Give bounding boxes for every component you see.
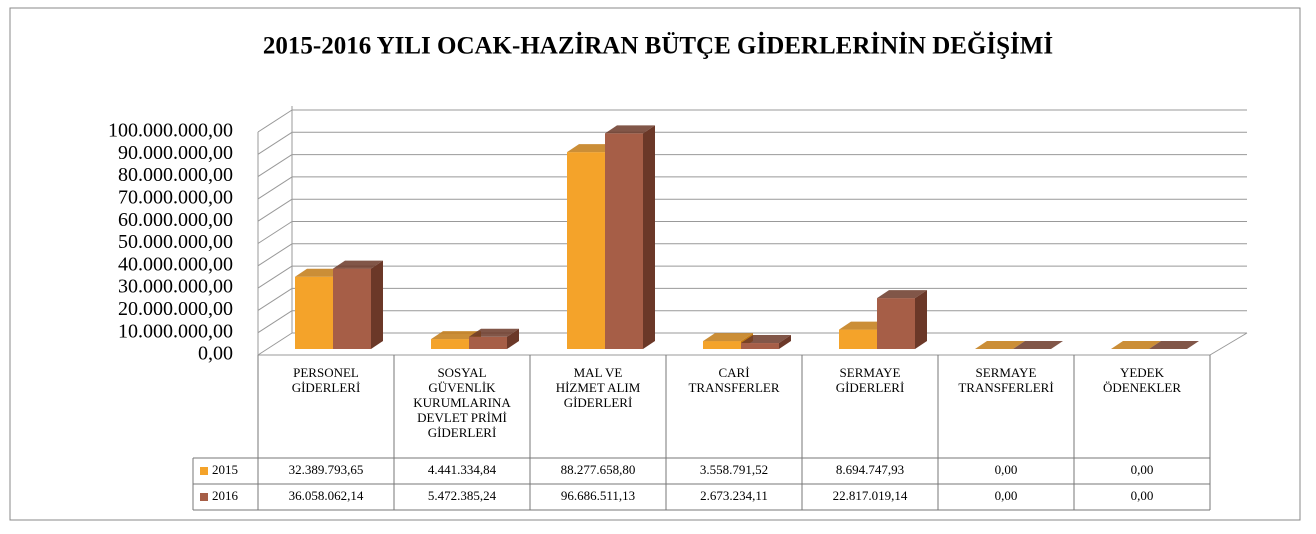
legend-label: 2016 bbox=[212, 488, 239, 503]
bar-front bbox=[431, 339, 469, 349]
y-tick-label: 70.000.000,00 bbox=[118, 186, 233, 208]
y-tick-label: 80.000.000,00 bbox=[118, 164, 233, 186]
y-tick-label: 30.000.000,00 bbox=[118, 276, 233, 298]
table-value: 2.673.234,11 bbox=[700, 488, 768, 503]
bar-side bbox=[371, 260, 383, 349]
category-label: SERMAYE TRANSFERLERİ bbox=[958, 365, 1054, 395]
bar bbox=[605, 125, 655, 349]
bar-top bbox=[1111, 341, 1161, 349]
table-value: 0,00 bbox=[995, 488, 1018, 503]
chart-frame bbox=[9, 7, 1301, 521]
bar-side bbox=[507, 328, 519, 349]
table-value: 8.694.747,93 bbox=[836, 462, 904, 477]
y-tick-label: 50.000.000,00 bbox=[118, 231, 233, 253]
grid-line bbox=[257, 332, 293, 356]
bar-front bbox=[295, 276, 333, 349]
bar-top bbox=[567, 144, 617, 153]
bar-front bbox=[333, 268, 371, 349]
grid-line bbox=[257, 265, 293, 289]
grid-line bbox=[257, 243, 293, 267]
table-value: 0,00 bbox=[1131, 488, 1154, 503]
bar-top bbox=[333, 260, 383, 269]
grid-line bbox=[257, 154, 293, 178]
table-value: 0,00 bbox=[995, 462, 1018, 477]
category-label: SERMAYE GİDERLERİ bbox=[835, 365, 905, 395]
bar-top bbox=[839, 321, 889, 330]
bar-front bbox=[703, 341, 741, 349]
y-tick-label: 20.000.000,00 bbox=[118, 298, 233, 320]
y-tick-label: 40.000.000,00 bbox=[118, 253, 233, 275]
grid-line bbox=[257, 109, 293, 133]
bar-top bbox=[1013, 341, 1063, 349]
bar bbox=[1111, 341, 1161, 349]
bar-top bbox=[431, 331, 481, 340]
bar bbox=[469, 328, 519, 349]
bar-top bbox=[741, 335, 791, 344]
y-tick-label: 100.000.000,00 bbox=[108, 120, 233, 142]
grid-line bbox=[257, 310, 293, 334]
category-label: PERSONEL GİDERLERİ bbox=[291, 365, 361, 395]
y-tick-label: 90.000.000,00 bbox=[118, 142, 233, 164]
category-label: YEDEK ÖDENEKLER bbox=[1103, 365, 1181, 395]
bar bbox=[877, 290, 927, 349]
table-value: 88.277.658,80 bbox=[561, 462, 636, 477]
table-value: 96.686.511,13 bbox=[561, 488, 635, 503]
bar-top bbox=[469, 328, 519, 337]
bar bbox=[1149, 341, 1199, 349]
bar-front bbox=[839, 329, 877, 349]
bar-top bbox=[295, 268, 345, 277]
bar-top bbox=[877, 290, 927, 299]
bar bbox=[975, 341, 1025, 349]
grid-line bbox=[257, 221, 293, 244]
table-value: 4.441.334,84 bbox=[428, 462, 497, 477]
category-label: CARİ TRANSFERLER bbox=[688, 365, 780, 395]
category-label: MAL VE HİZMET ALIM GİDERLERİ bbox=[555, 365, 641, 410]
bar bbox=[741, 335, 791, 349]
bar bbox=[333, 260, 383, 349]
chart-title: 2015-2016 YILI OCAK-HAZİRAN BÜTÇE GİDERL… bbox=[263, 31, 1053, 60]
category-label: SOSYAL GÜVENLİK KURUMLARINA DEVLET PRİMİ… bbox=[413, 365, 511, 440]
bar-top bbox=[605, 125, 655, 134]
bar-top bbox=[1149, 341, 1199, 349]
bar-front bbox=[605, 133, 643, 349]
grid-line bbox=[257, 287, 293, 311]
bar-top bbox=[975, 341, 1025, 349]
table-value: 22.817.019,14 bbox=[833, 488, 908, 503]
bar-front bbox=[741, 343, 779, 349]
legend-label: 2015 bbox=[212, 462, 238, 477]
table-value: 36.058.062,14 bbox=[289, 488, 364, 503]
table-value: 3.558.791,52 bbox=[700, 462, 768, 477]
legend-key bbox=[200, 493, 208, 501]
bar-front bbox=[567, 152, 605, 349]
table-value: 5.472.385,24 bbox=[428, 488, 497, 503]
bar-front bbox=[877, 298, 915, 349]
bar-side bbox=[779, 335, 791, 349]
y-tick-label: 60.000.000,00 bbox=[118, 209, 233, 231]
bar-front bbox=[469, 336, 507, 349]
floor-right bbox=[1209, 332, 1248, 356]
grid-line bbox=[257, 198, 293, 222]
legend-key bbox=[200, 467, 208, 475]
grid-line bbox=[257, 176, 293, 200]
grid-line bbox=[257, 131, 293, 155]
table-value: 0,00 bbox=[1131, 462, 1154, 477]
bar bbox=[1013, 341, 1063, 349]
bar-side bbox=[643, 125, 655, 349]
bar-side bbox=[915, 290, 927, 349]
y-tick-label: 0,00 bbox=[198, 343, 233, 365]
bar-top bbox=[703, 333, 753, 342]
y-tick-label: 10.000.000,00 bbox=[118, 320, 233, 342]
table-value: 32.389.793,65 bbox=[289, 462, 364, 477]
